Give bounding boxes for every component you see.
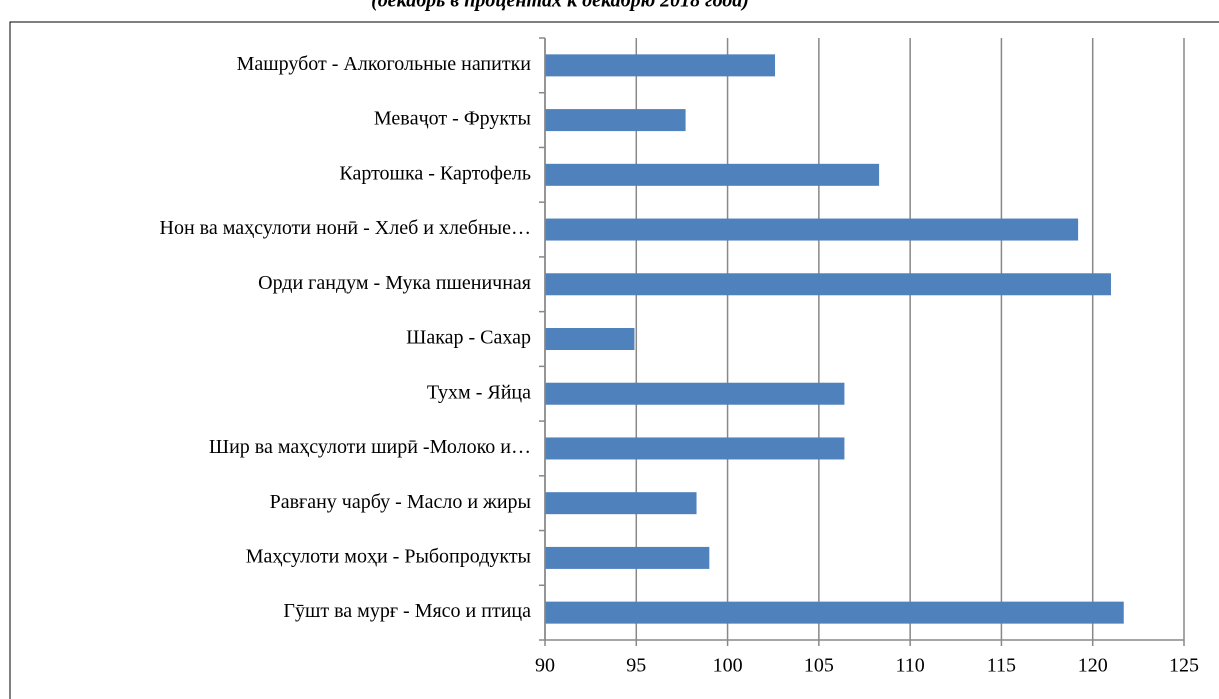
bar	[545, 163, 880, 186]
bar	[545, 546, 710, 569]
chart-title: (декабрь в процентах к декабрю 2018 года…	[371, 0, 749, 12]
x-tick-label: 100	[713, 655, 743, 677]
y-tick-label: Машрубот - Алкогольные напитки	[237, 53, 532, 75]
x-tick-label: 110	[896, 655, 925, 677]
bar	[545, 54, 776, 77]
bar	[545, 437, 845, 460]
x-tick-label: 90	[535, 655, 555, 677]
x-tick-label: 125	[1169, 655, 1199, 677]
y-tick-label: Орди гандум - Мука пшеничная	[258, 272, 531, 294]
y-tick-label: Шир ва маҳсулоти ширӣ -Молоко и…	[209, 436, 531, 458]
chart-frame	[9, 21, 1219, 699]
y-tick-label: Нон ва маҳсулоти нонӣ - Хлеб и хлебные…	[160, 217, 532, 239]
bar	[545, 492, 697, 515]
x-tick-label: 95	[626, 655, 646, 677]
bar	[545, 328, 635, 350]
y-tick-label: Мевaҷот - Фрукты	[374, 108, 531, 130]
y-tick-label: Маҳсулоти моҳи - Рыбопродукты	[246, 546, 531, 568]
bar	[545, 601, 1124, 624]
y-tick-label: Шакар - Сахар	[406, 327, 531, 349]
y-tick-label: Тухм - Яйца	[427, 381, 531, 403]
x-tick-label: 105	[804, 655, 834, 677]
x-tick-label: 115	[987, 655, 1016, 677]
y-tick-label: Гӯшт ва мурғ - Мясо и птица	[283, 600, 531, 622]
bar	[545, 218, 1079, 241]
bar	[545, 382, 845, 405]
bar	[545, 109, 686, 132]
bar	[545, 273, 1111, 296]
x-tick-label: 120	[1078, 655, 1108, 677]
y-tick-label: Картошка - Картофель	[339, 162, 531, 184]
y-tick-label: Равғану чарбу - Масло и жиры	[270, 491, 531, 513]
